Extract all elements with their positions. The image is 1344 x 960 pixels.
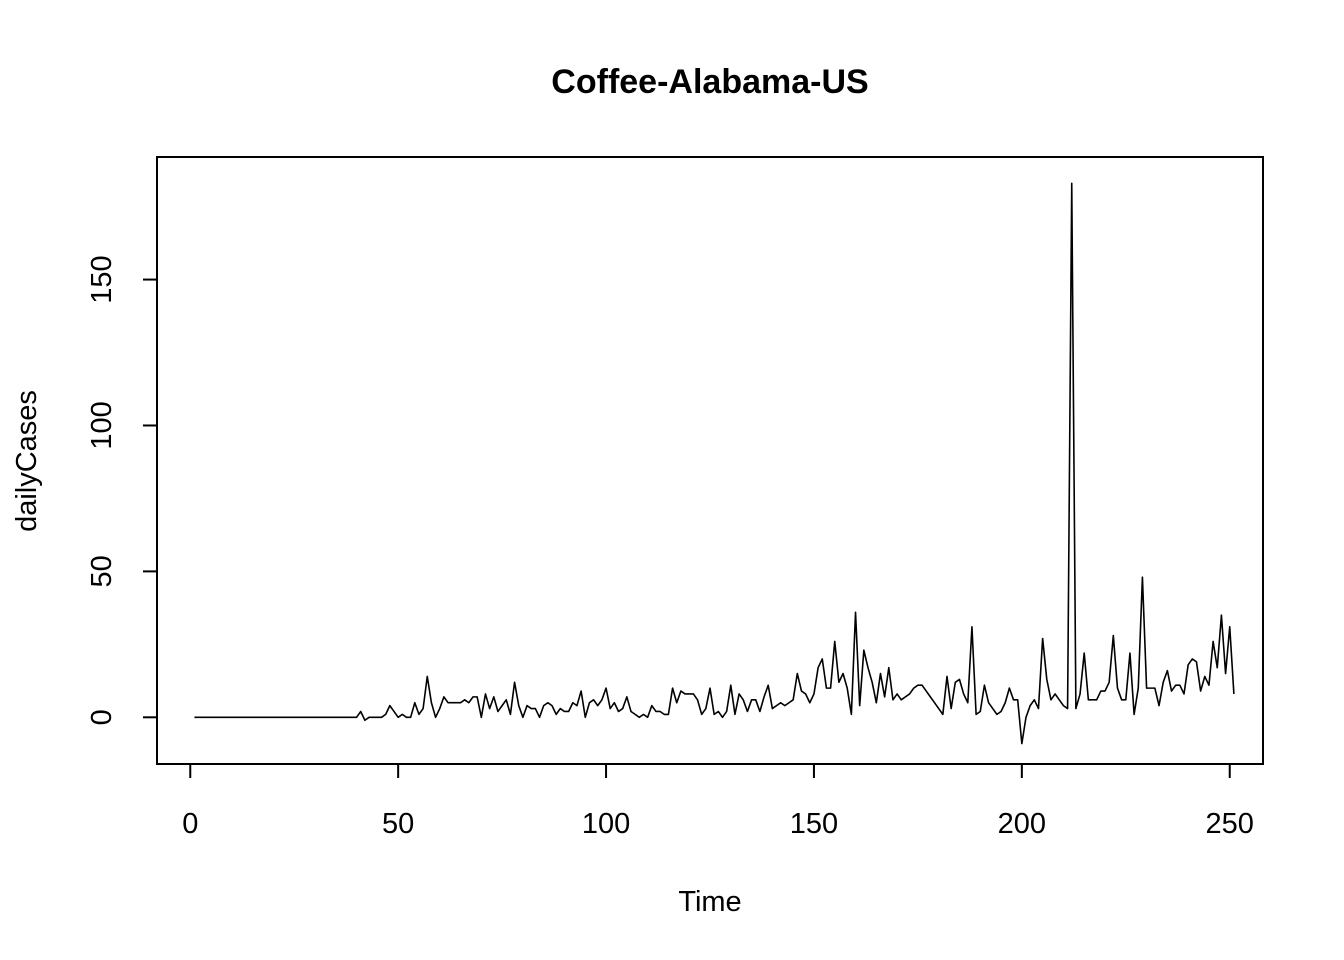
y-tick-label: 150 — [86, 255, 118, 303]
plot-frame — [156, 156, 1264, 765]
x-axis: 0 50 100 150 200 250 — [182, 763, 1254, 840]
daily-cases-line — [194, 182, 1235, 745]
y-tick-label: 100 — [86, 401, 118, 449]
chart-title: Coffee-Alabama-US — [551, 63, 868, 101]
x-tick-label: 0 — [182, 808, 198, 840]
y-tick-label: 50 — [86, 555, 118, 587]
x-tick-label: 150 — [790, 808, 838, 840]
x-tick-label: 200 — [998, 808, 1046, 840]
y-tick-label: 0 — [86, 709, 118, 725]
x-tick-label: 250 — [1206, 808, 1254, 840]
x-tick-label: 50 — [382, 808, 414, 840]
y-axis-label: dailyCases — [11, 390, 43, 532]
x-axis-label: Time — [678, 886, 741, 918]
y-axis: 0 50 100 150 — [86, 255, 158, 725]
x-tick-label: 100 — [582, 808, 630, 840]
